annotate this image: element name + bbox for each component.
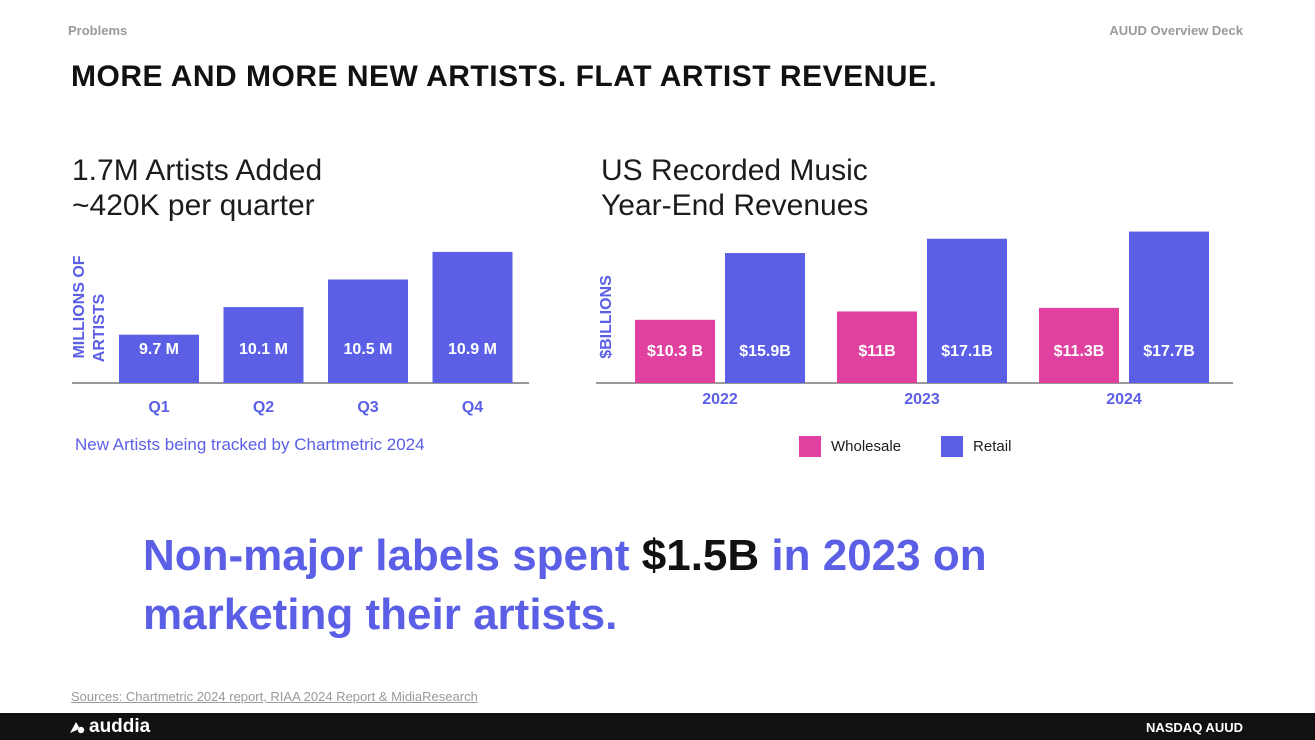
section-label: Problems [68, 23, 128, 38]
artists-chart-note: New Artists being tracked by Chartmetric… [75, 435, 425, 454]
artists-bar-value-label: 9.7 M [139, 341, 179, 358]
artists-x-tick-label: Q3 [357, 399, 378, 416]
artists-x-tick-label: Q2 [253, 399, 274, 416]
slide-headline: MORE AND MORE NEW ARTISTS. FLAT ARTIST R… [71, 60, 938, 93]
revenue-chart-title-line2: Year-End Revenues [601, 189, 869, 222]
artists-chart-title-line2: ~420K per quarter [72, 189, 315, 222]
logo-text: auddia [89, 716, 151, 737]
revenue-bar-value-label: $11.3B [1054, 343, 1105, 360]
revenue-x-tick-label: 2024 [1106, 391, 1142, 408]
artists-bar-q4 [432, 251, 513, 383]
auddia-logo-icon [70, 722, 85, 734]
revenue-bar-wholesale-2023 [837, 311, 917, 383]
callout-highlight-amount: $1.5B [641, 531, 760, 580]
callout-text-start: Non-major labels spent [143, 531, 642, 580]
deck-title: AUUD Overview Deck [1109, 23, 1243, 38]
revenue-x-tick-label: 2023 [904, 391, 940, 408]
legend-item-retail: Retail [941, 436, 1011, 457]
artists-y-axis-title-line1: MILLIONS OF [71, 255, 88, 358]
revenue-bar-wholesale-2022 [635, 319, 715, 383]
revenue-bar-value-label: $10.3 B [647, 343, 703, 360]
revenue-x-tick-label: 2022 [702, 391, 738, 408]
artists-chart-title: 1.7M Artists Added ~420K per quarter [72, 153, 322, 223]
revenue-bar-retail-2022 [725, 253, 805, 383]
revenue-bar-value-label: $17.1B [941, 343, 993, 360]
artists-bar-value-label: 10.9 M [448, 341, 497, 358]
artists-y-axis-title-line2: ARTISTS [91, 293, 108, 362]
revenue-bar-value-label: $17.7B [1143, 343, 1195, 360]
revenue-bar-value-label: $11B [858, 343, 895, 360]
legend-swatch-retail [941, 436, 964, 457]
artists-x-tick-label: Q1 [148, 399, 169, 416]
artists-bar-q2 [223, 307, 304, 383]
revenue-bar-wholesale-2024 [1039, 307, 1119, 383]
revenue-y-axis-title: $BILLIONS [598, 275, 615, 359]
revenue-chart-title-line1: US Recorded Music [601, 154, 868, 187]
artists-bar-value-label: 10.5 M [344, 341, 393, 358]
legend-swatch-wholesale [799, 436, 821, 457]
artists-bar-q1 [119, 334, 199, 383]
legend-label-retail: Retail [973, 438, 1012, 455]
artists-bar-value-label: 10.1 M [239, 341, 288, 358]
legend-item-wholesale: Wholesale [799, 436, 901, 457]
callout-text-end: in 2023 on marketing their artists. [143, 531, 987, 639]
revenue-bar-value-label: $15.9B [739, 343, 791, 360]
revenue-chart-title: US Recorded Music Year-End Revenues [601, 153, 868, 223]
sources-link[interactable]: Sources: Chartmetric 2024 report, RIAA 2… [71, 689, 478, 704]
artists-x-tick-label: Q4 [462, 399, 483, 416]
artists-chart-title-line1: 1.7M Artists Added [72, 154, 323, 187]
stock-ticker: NASDAQ AUUD [1145, 720, 1243, 735]
revenue-bar-retail-2023 [927, 238, 1007, 383]
marketing-callout: Non-major labels spent $1.5B in 2023 on … [143, 526, 1203, 644]
auddia-logo: auddia [68, 716, 150, 738]
revenue-bar-retail-2024 [1129, 231, 1209, 383]
artists-bar-q3 [328, 279, 408, 383]
legend-label-wholesale: Wholesale [831, 438, 902, 455]
revenue-legend: Wholesale Retail [799, 436, 1051, 457]
footer-bar: auddia NASDAQ AUUD [0, 713, 1315, 740]
